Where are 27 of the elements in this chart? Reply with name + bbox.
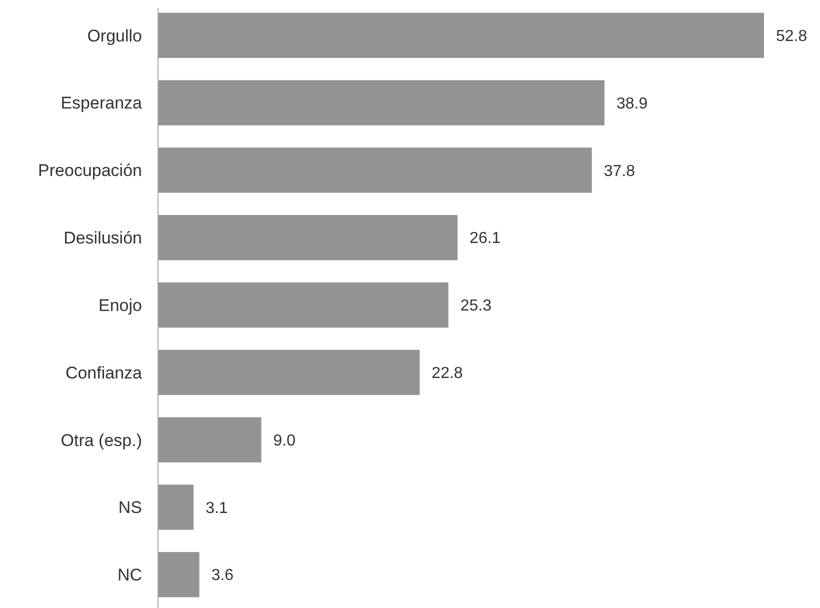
bar — [158, 484, 194, 530]
data-label: 3.1 — [206, 500, 228, 517]
y-tick-label: Confianza — [65, 363, 143, 382]
y-tick-label: Enojo — [98, 296, 142, 315]
bar — [158, 80, 604, 126]
y-tick-label: Orgullo — [87, 26, 142, 46]
data-label: 52.8 — [776, 28, 808, 45]
y-tick-label: Preocupación — [38, 161, 142, 180]
bar — [158, 417, 262, 462]
y-tick-label: Otra (esp.) — [60, 430, 142, 450]
bar — [158, 552, 200, 598]
bar — [158, 148, 592, 193]
y-tick-label: Desilusión — [64, 228, 142, 248]
bar — [158, 282, 448, 328]
bar — [158, 215, 458, 260]
y-tick-label: NS — [118, 498, 142, 518]
data-label: 3.6 — [211, 567, 234, 584]
data-label: 25.3 — [460, 298, 492, 315]
y-tick-label: Esperanza — [60, 94, 143, 113]
data-label: 9.0 — [273, 432, 296, 450]
bar — [158, 12, 764, 58]
data-label: 37.8 — [604, 162, 636, 180]
data-label: 26.1 — [470, 230, 501, 248]
data-label: 22.8 — [432, 365, 463, 382]
bar — [158, 350, 420, 395]
data-label: 38.9 — [616, 95, 648, 112]
y-tick-label: NC — [117, 566, 142, 585]
